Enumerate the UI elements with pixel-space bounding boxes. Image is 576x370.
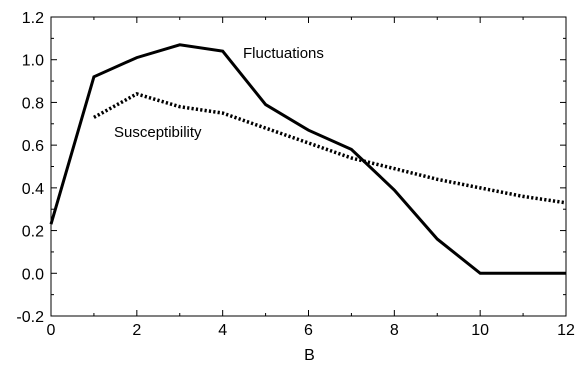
y-tick-label: 1.2 [22,10,44,27]
x-tick-label: 8 [390,322,399,339]
y-tick-label: 0.2 [22,224,44,241]
y-tick-label: -0.2 [16,309,44,326]
series-line-fluctuations [49,43,566,275]
series-label-fluctuations: Fluctuations [243,45,324,62]
x-axis-ticks: 0 2 4 6 8 10 12 [47,17,575,339]
x-tick-label: 0 [47,322,56,339]
series-label-susceptibility: Susceptibility [114,124,202,141]
y-tick-label: 0.8 [22,95,44,112]
y-tick-label: 1.0 [22,53,44,70]
x-tick-label: 4 [218,322,227,339]
y-tick-label: 0.6 [22,138,44,155]
x-tick-label: 12 [557,322,575,339]
x-tick-label: 2 [132,322,141,339]
y-tick-label: 0.0 [22,266,44,283]
y-axis-ticks: -0.2 0.0 0.2 0.4 0.6 0.8 1.0 1.2 [16,10,566,326]
x-axis-label: B [304,347,315,364]
y-tick-label: 0.4 [22,181,44,198]
x-tick-label: 6 [304,322,313,339]
series-lines [49,43,567,275]
series-line-susceptibility [93,92,567,205]
x-tick-label: 10 [471,322,489,339]
